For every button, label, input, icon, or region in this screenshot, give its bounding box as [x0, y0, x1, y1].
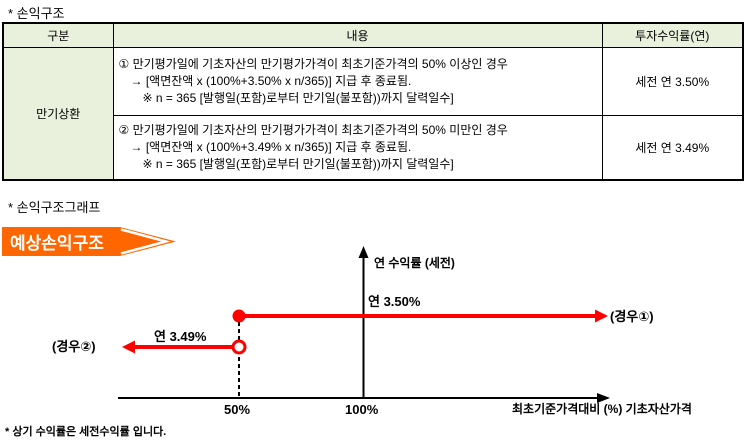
banner-arrow-shape: [2, 227, 176, 256]
section-title-payoff-graph: * 손익구조그래프: [8, 200, 101, 215]
y-axis-arrow-icon: [358, 246, 369, 258]
x-axis-label: 최초기준가격대비 (%) 기초자산가격: [512, 402, 692, 416]
case2-name-label: (경우②): [52, 339, 96, 354]
payoff-row-case1: 만기상환 ① 만기평가일에 기초자산의 만기평가가격이 최초기준가격의 50% …: [2, 47, 744, 181]
x-tick-50-label: 50%: [224, 402, 251, 417]
case1-start-point: [232, 309, 246, 323]
case2-rate-label: 연 3.49%: [154, 329, 207, 344]
section-title-payoff-structure: * 손익구조: [8, 6, 65, 21]
case1-line-2: → [액면잔액 x (100%+3.50% x n/365)] 지급 후 종료됨…: [130, 74, 412, 88]
footnote: * 상기 수익률은 세전수익률 입니다.: [5, 426, 167, 438]
case2-line-1: ② 만기평가일에 기초자산의 만기평가가격이 최초기준가격의 50% 미만인 경…: [118, 123, 508, 137]
case1-line-3: ※ n = 365 [발행일(포함)로부터 만기일(불포함))까지 달력일수]: [142, 91, 454, 105]
case1-name-label: (경우①): [610, 309, 654, 324]
case2-content-cell: ② 만기평가일에 기초자산의 만기평가가격이 최초기준가격의 50% 미만인 경…: [112, 115, 603, 181]
case2-line-3: ※ n = 365 [발행일(포함)로부터 만기일(불포함))까지 달력일수]: [142, 157, 454, 171]
case1-rate-label: 연 3.50%: [368, 294, 421, 309]
table-header-category: 구분: [2, 22, 114, 48]
case1-arrow-icon: [595, 309, 608, 323]
case1-content-cell: ① 만기평가일에 기초자산의 만기평가가격이 최초기준가격의 50% 이상인 경…: [112, 47, 603, 116]
banner-label: 예상손익구조: [10, 234, 104, 253]
case2-arrow-icon: [122, 340, 135, 354]
case1-return-cell: 세전 연 3.50%: [601, 47, 744, 116]
x-axis-arrow-icon: [597, 393, 610, 403]
table-header-content: 내용: [112, 22, 603, 48]
case2-return-cell: 세전 연 3.49%: [601, 115, 744, 181]
case2-open-point: [231, 339, 247, 355]
table-header-return: 투자수익률(연): [601, 22, 744, 48]
case1-line-1: ① 만기평가일에 기초자산의 만기평가가격이 최초기준가격의 50% 이상인 경…: [118, 57, 508, 71]
table-header-row: 구분 내용 투자수익률(연): [2, 22, 744, 48]
payoff-chart: [118, 246, 610, 403]
y-axis-label: 연 수익률 (세전): [374, 256, 455, 270]
category-cell-maturity-redemption: 만기상환: [2, 47, 114, 181]
banner-arrow-notch: [120, 228, 171, 255]
payoff-table: 구분 내용 투자수익률(연) 만기상환 ① 만기평가일에 기초자산의 만기평가가…: [2, 22, 744, 181]
case2-line-2: → [액면잔액 x (100%+3.49% x n/365)] 지급 후 종료됨…: [130, 140, 412, 154]
payoff-row-case2: ② 만기평가일에 기초자산의 만기평가가격이 최초기준가격의 50% 미만인 경…: [3, 115, 744, 181]
x-tick-100-label: 100%: [345, 402, 379, 417]
expected-payoff-banner: 예상손익구조: [2, 227, 176, 256]
